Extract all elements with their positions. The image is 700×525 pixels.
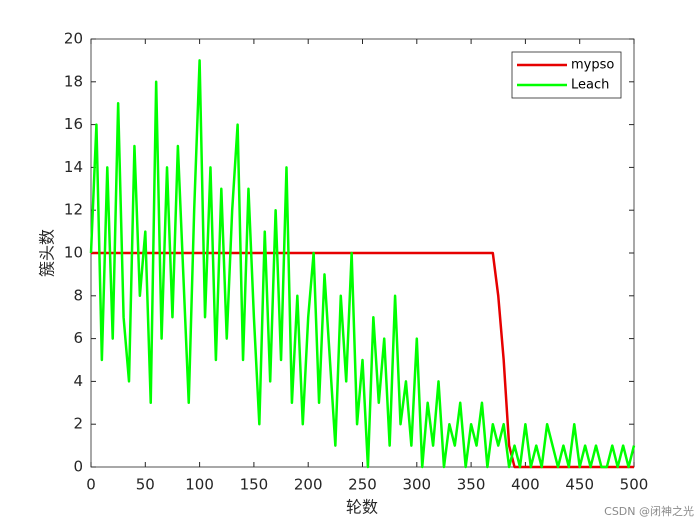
x-axis-label: 轮数 (346, 498, 378, 517)
y-axis-label: 簇头数 (38, 229, 57, 277)
x-tick-label: 450 (565, 476, 594, 494)
x-tick-label: 250 (348, 476, 377, 494)
y-tick-label: 14 (64, 158, 83, 176)
y-tick-label: 18 (64, 72, 83, 90)
series-line (89, 59, 636, 469)
x-tick-label: 100 (185, 476, 214, 494)
y-tick-label: 12 (64, 201, 83, 219)
x-tick-label: 200 (294, 476, 323, 494)
legend-label: mypso (571, 58, 614, 73)
x-tick-label: 300 (402, 476, 431, 494)
y-tick-label: 6 (73, 329, 83, 347)
legend-box (511, 51, 622, 99)
y-tick-label: 10 (64, 244, 83, 262)
y-tick-label: 20 (64, 30, 83, 48)
y-tick-label: 16 (64, 115, 83, 133)
x-tick-label: 500 (620, 476, 649, 494)
x-tick-label: 50 (136, 476, 155, 494)
x-tick-label: 0 (86, 476, 96, 494)
y-tick-label: 4 (73, 372, 83, 390)
y-tick-label: 0 (73, 458, 83, 476)
x-tick-label: 350 (457, 476, 486, 494)
y-tick-label: 8 (73, 286, 83, 304)
watermark: CSDN @闭神之光 (604, 504, 694, 518)
x-tick-label: 400 (511, 476, 540, 494)
y-tick-label: 2 (73, 415, 83, 433)
legend-label: Leach (571, 78, 609, 93)
x-tick-label: 150 (240, 476, 269, 494)
